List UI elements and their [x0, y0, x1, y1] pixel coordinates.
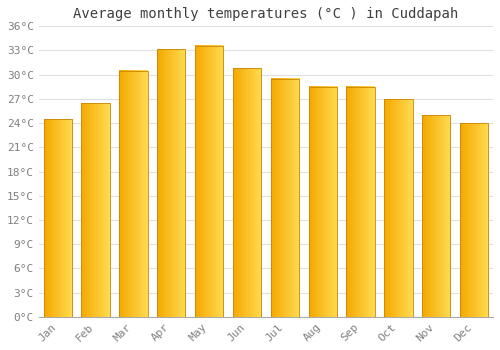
Bar	[308, 87, 337, 317]
Title: Average monthly temperatures (°C ) in Cuddapah: Average monthly temperatures (°C ) in Cu…	[74, 7, 458, 21]
Bar	[119, 71, 148, 317]
Bar	[44, 119, 72, 317]
Bar	[195, 46, 224, 317]
Bar	[346, 87, 375, 317]
Bar	[233, 68, 261, 317]
Bar	[82, 103, 110, 317]
Bar	[460, 123, 488, 317]
Bar	[270, 79, 299, 317]
Bar	[384, 99, 412, 317]
Bar	[422, 115, 450, 317]
Bar	[157, 49, 186, 317]
